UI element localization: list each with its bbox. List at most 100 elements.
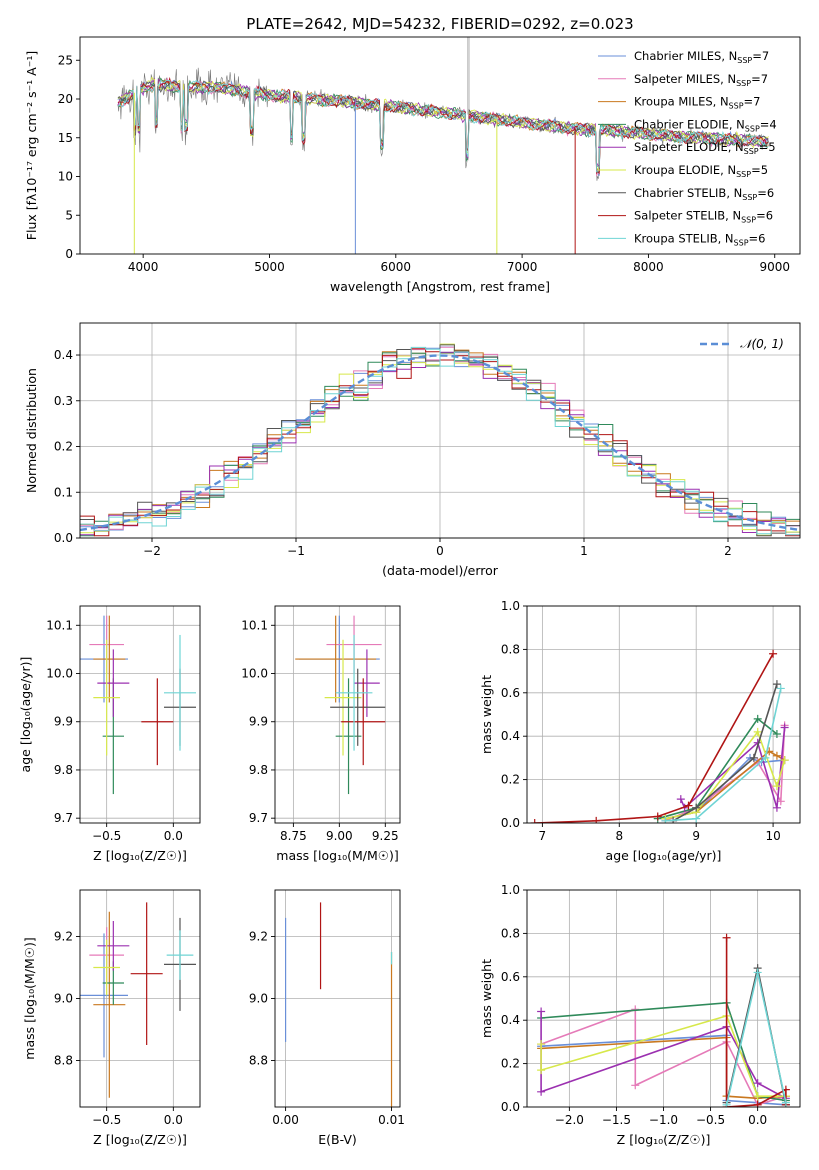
x-tick-label: 4000 — [128, 260, 159, 274]
chart-weight_vs_Z: −2.0 −1.5 −1.0 −0.5 0.0 0.0 0.2 0.4 0.6 0.8 1.0 Z [… — [479, 883, 801, 1147]
y-tick-label: 0.2 — [501, 773, 520, 787]
y-tick-label: 9.2 — [54, 930, 73, 944]
x-axis-label: mass [log₁₀(M/M☉)] — [276, 848, 398, 863]
series-marker — [722, 1100, 731, 1107]
x-tick-label: 8.75 — [280, 829, 307, 843]
axes-frame — [274, 605, 401, 824]
x-tick-label: 5000 — [254, 260, 285, 274]
y-axis-label: mass weight — [479, 959, 494, 1038]
series-line — [672, 683, 778, 822]
series-marker — [753, 714, 762, 723]
y-tick-label: 10.1 — [46, 618, 73, 632]
legend: Chabrier MILES, NSSP=7 Salpeter MILES, NS… — [598, 49, 777, 247]
series-line — [541, 1001, 787, 1102]
y-tick-label: 0.4 — [501, 729, 520, 743]
axes-frame — [79, 322, 801, 539]
y-tick-label: 0.3 — [54, 394, 73, 408]
y-tick-label: 9.7 — [54, 811, 73, 825]
y-tick-label: 0.8 — [501, 926, 520, 940]
chart-weight_vs_age: 7 8 9 10 0.0 0.2 0.4 0.6 0.8 1.0 age [log₁₀(age/yr… — [479, 599, 801, 863]
y-tick-label: 15 — [58, 131, 73, 145]
series-marker — [692, 803, 701, 812]
series-marker — [749, 753, 758, 762]
x-tick-label: 0.0 — [164, 1113, 183, 1127]
x-tick-label: −0.5 — [92, 1113, 121, 1127]
x-axis-label: Z [log₁₀(Z/Z☉)] — [93, 1132, 187, 1147]
y-tick-label: 10.1 — [241, 618, 268, 632]
series-line — [665, 688, 782, 822]
x-tick-label: 0.0 — [748, 1113, 767, 1127]
y-tick-label: 0.2 — [54, 440, 73, 454]
y-tick-label: 0 — [65, 247, 73, 261]
x-tick-label: −0.5 — [696, 1113, 725, 1127]
legend-label: Salpeter ELODIE, NSSP=5 — [634, 140, 776, 156]
y-tick-label: 0.6 — [501, 970, 520, 984]
plot-area — [295, 615, 386, 795]
series-marker — [661, 816, 670, 823]
axes-frame — [274, 889, 401, 1108]
series-marker — [537, 1066, 546, 1075]
x-tick-label: 7 — [539, 829, 547, 843]
chart-mass_vs_Z: −0.5 0.0 8.8 9.0 9.2 Z [log₁₀(Z/Z☉)] mass [log… — [22, 889, 201, 1147]
chart-mass_vs_ebv: 0.00 0.01 8.8 9.0 9.2 E(B-V) — [249, 889, 405, 1147]
series-marker — [753, 727, 762, 736]
y-tick-label: 9.9 — [54, 715, 73, 729]
legend-label: 𝒩(0, 1) — [740, 337, 784, 351]
x-tick-label: 10 — [765, 829, 780, 843]
y-tick-label: 0.1 — [54, 485, 73, 499]
x-axis-label: age [log₁₀(age/yr)] — [606, 848, 722, 863]
plot-area — [80, 902, 196, 1098]
series-marker — [753, 968, 762, 977]
legend-label: Kroupa ELODIE, NSSP=5 — [634, 163, 768, 179]
y-tick-label: 9.8 — [249, 763, 268, 777]
y-tick-label: 5 — [65, 208, 73, 222]
series-marker — [537, 1087, 546, 1096]
series-line — [534, 653, 774, 823]
axes-frame — [79, 605, 201, 824]
axes-frame — [526, 605, 801, 824]
x-tick-label: 9.25 — [372, 829, 399, 843]
x-tick-label: 0.0 — [164, 829, 183, 843]
y-tick-label: 9.0 — [249, 992, 268, 1006]
y-axis-label: Flux [fλ10⁻¹⁷ erg cm⁻² s⁻¹ A⁻¹] — [24, 51, 39, 240]
y-tick-label: 0.0 — [501, 1100, 520, 1114]
y-tick-label: 8.8 — [249, 1054, 268, 1068]
x-tick-label: 0.00 — [272, 1113, 299, 1127]
normal-distribution-curve — [80, 354, 800, 532]
y-tick-label: 1.0 — [501, 599, 520, 613]
series-marker — [772, 730, 781, 739]
y-tick-label: 0.0 — [54, 531, 73, 545]
y-tick-label: 0.2 — [501, 1057, 520, 1071]
series-marker — [753, 1100, 762, 1107]
series-marker — [537, 1040, 546, 1049]
chart-age_vs_Z: −0.5 0.0 9.7 9.8 9.9 10.0 10.1 Z [log₁₀(Z/Z☉)] a… — [18, 605, 201, 863]
y-tick-label: 1.0 — [501, 883, 520, 897]
model-fit-line — [117, 76, 769, 175]
x-tick-label: 1 — [580, 544, 588, 558]
series-marker — [631, 1081, 640, 1090]
y-axis-label: mass weight — [479, 675, 494, 754]
x-tick-label: 7000 — [507, 260, 538, 274]
model-fit-line — [117, 79, 769, 173]
chart-residuals: −2 −1 0 1 2 0.0 0.1 0.2 0.3 0.4 (data-model)/error… — [24, 322, 801, 578]
x-tick-label: 6000 — [381, 260, 412, 274]
y-tick-label: 10.0 — [46, 667, 73, 681]
plot-area — [80, 343, 800, 537]
x-tick-label: 0 — [436, 544, 444, 558]
legend-label: Kroupa STELIB, NSSP=6 — [634, 231, 765, 247]
series-marker — [653, 812, 662, 821]
plot-area — [80, 615, 196, 795]
y-tick-label: 9.2 — [249, 930, 268, 944]
series-marker — [781, 1098, 790, 1107]
legend-label: Chabrier STELIB, NSSP=6 — [634, 186, 774, 202]
x-tick-label: 0.01 — [378, 1113, 405, 1127]
y-tick-label: 20 — [58, 92, 73, 106]
x-tick-label: 8000 — [633, 260, 664, 274]
x-axis-label: E(B-V) — [318, 1132, 357, 1147]
y-axis-label: Normed distribution — [24, 368, 39, 493]
plot-area — [530, 649, 789, 823]
x-tick-label: −1.0 — [649, 1113, 678, 1127]
series-marker — [530, 819, 539, 823]
y-tick-label: 0.6 — [501, 686, 520, 700]
